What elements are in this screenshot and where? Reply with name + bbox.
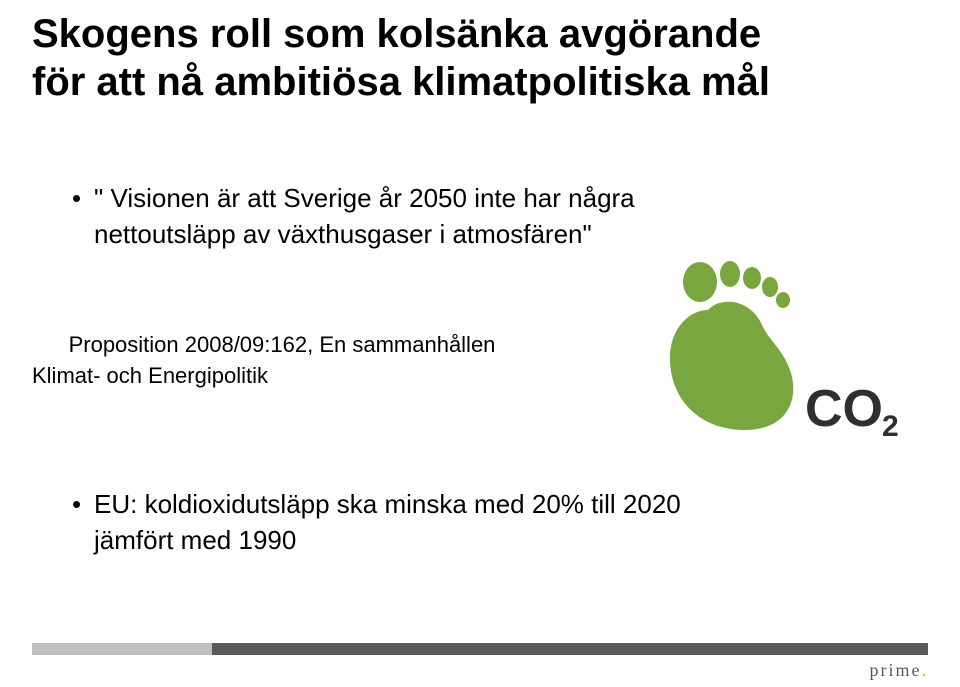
slide: Skogens roll som kolsänka avgörande för … <box>0 0 960 687</box>
prime-logo: prime. <box>870 660 929 681</box>
bullet-list-bottom: EU: koldioxidutsläpp ska minska med 20% … <box>32 486 712 559</box>
proposition-line-2: Klimat- och Energipolitik <box>32 361 532 392</box>
bullet-vision: " Visionen är att Sverige år 2050 inte h… <box>72 180 712 253</box>
proposition-caption: Proposition 2008/09:162, En sammanhållen… <box>32 330 532 392</box>
bullet-list-top: " Visionen är att Sverige år 2050 inte h… <box>32 180 712 263</box>
prime-logo-dot: . <box>922 660 929 680</box>
proposition-line-1: Proposition 2008/09:162, En sammanhållen <box>32 330 532 361</box>
footer-bar-light <box>32 643 212 655</box>
svg-text:CO: CO <box>805 380 883 438</box>
prime-logo-text: prime <box>870 660 922 680</box>
footer-bar <box>32 643 928 655</box>
slide-title: Skogens roll som kolsänka avgörande för … <box>32 10 770 106</box>
bullet-eu: EU: koldioxidutsläpp ska minska med 20% … <box>72 486 712 559</box>
title-line-1: Skogens roll som kolsänka avgörande <box>32 10 770 58</box>
title-line-2: för att nå ambitiösa klimatpolitiska mål <box>32 58 770 106</box>
co2-footprint-icon: CO 2 <box>620 250 900 450</box>
svg-text:2: 2 <box>882 410 899 443</box>
